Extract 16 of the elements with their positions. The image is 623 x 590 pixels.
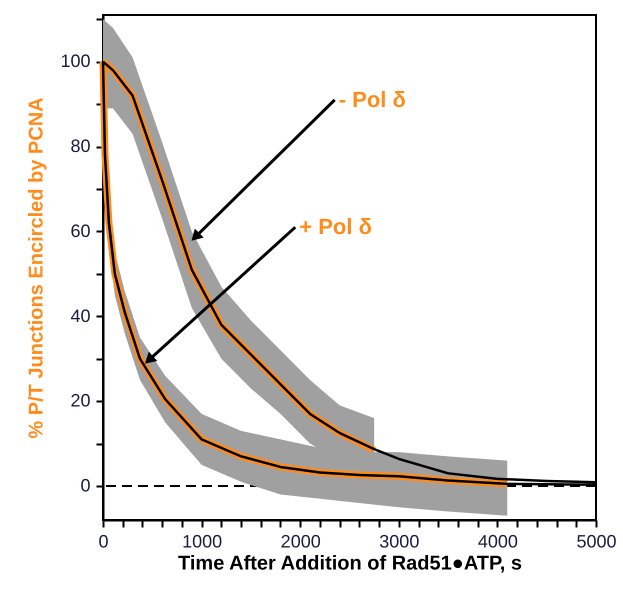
y-tick-label: 100 xyxy=(60,51,90,72)
y-tick-label: 0 xyxy=(80,476,90,496)
x-tick-label: 0 xyxy=(98,532,109,552)
annotation: - Pol δ xyxy=(338,86,406,112)
x-axis-title: Time After Addition of Rad51●ATP, s xyxy=(178,552,522,574)
x-tick-label: 1000 xyxy=(182,532,222,552)
x-tick-label: 4000 xyxy=(478,532,518,552)
x-tick-label: 3000 xyxy=(379,532,420,552)
y-axis-title: % P/T Junctions Encircled by PCNA xyxy=(25,97,48,439)
y-tick-label: 20 xyxy=(70,390,90,411)
x-tick-label: 2000 xyxy=(280,532,321,552)
y-tick-label: 40 xyxy=(70,306,90,326)
annotation: + Pol δ xyxy=(299,214,372,240)
y-tick-label: 60 xyxy=(70,220,90,241)
y-tick-label: 80 xyxy=(70,136,90,156)
x-tick-label: 5000 xyxy=(576,532,617,552)
